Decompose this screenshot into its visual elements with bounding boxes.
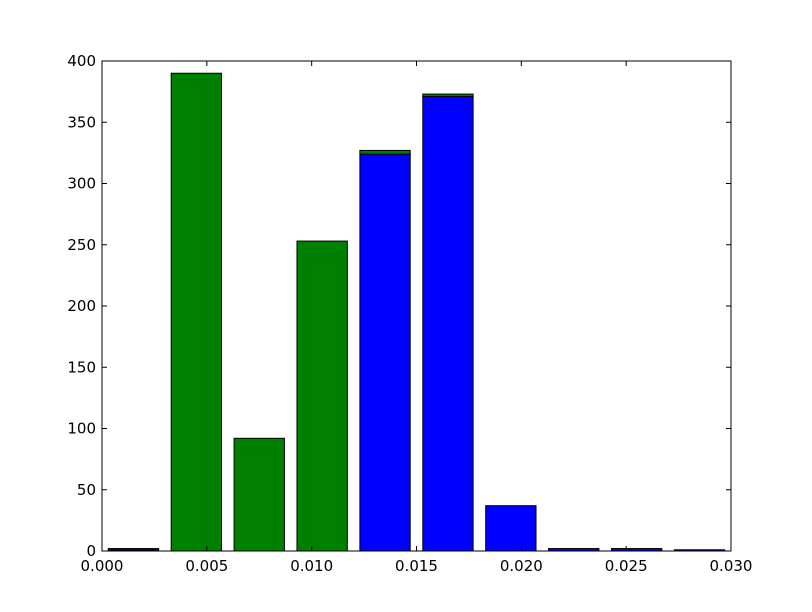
x-tick-label-5: 0.025 xyxy=(605,557,648,575)
bar-4-series-0 xyxy=(359,153,411,552)
y-tick-label-5: 250 xyxy=(67,236,96,254)
x-tick-label-4: 0.020 xyxy=(500,557,543,575)
y-tick-label-8: 400 xyxy=(67,52,96,70)
y-tick-label-1: 50 xyxy=(77,481,96,499)
bar-5-series-1 xyxy=(422,93,474,98)
bar-4-series-1 xyxy=(359,149,411,155)
bars-group xyxy=(107,72,726,552)
x-tick-label-1: 0.005 xyxy=(185,557,228,575)
y-tick-label-3: 150 xyxy=(67,358,96,376)
y-tick-label-6: 300 xyxy=(67,175,96,193)
bar-1-series-1 xyxy=(170,72,223,552)
x-tick-label-0: 0.000 xyxy=(81,557,124,575)
bar-3-series-1 xyxy=(296,240,348,552)
y-tick-label-4: 200 xyxy=(67,297,96,315)
ticks-group: 0.000 0.005 0.010 0.015 0.020 0.025 0.030 0 50 10… xyxy=(67,52,752,575)
y-tick-label-2: 100 xyxy=(67,420,96,438)
bar-0-series-1 xyxy=(107,548,160,551)
y-tick-label-7: 350 xyxy=(67,113,96,131)
y-tick-label-0: 0 xyxy=(86,542,96,560)
plot-frame xyxy=(101,60,732,552)
x-tick-label-2: 0.010 xyxy=(290,557,333,575)
x-tick-label-3: 0.015 xyxy=(395,557,438,575)
bar-6-series-0 xyxy=(485,505,537,552)
bar-5-series-0 xyxy=(422,96,474,552)
bar-2-series-1 xyxy=(233,437,285,552)
x-tick-label-6: 0.030 xyxy=(710,557,753,575)
